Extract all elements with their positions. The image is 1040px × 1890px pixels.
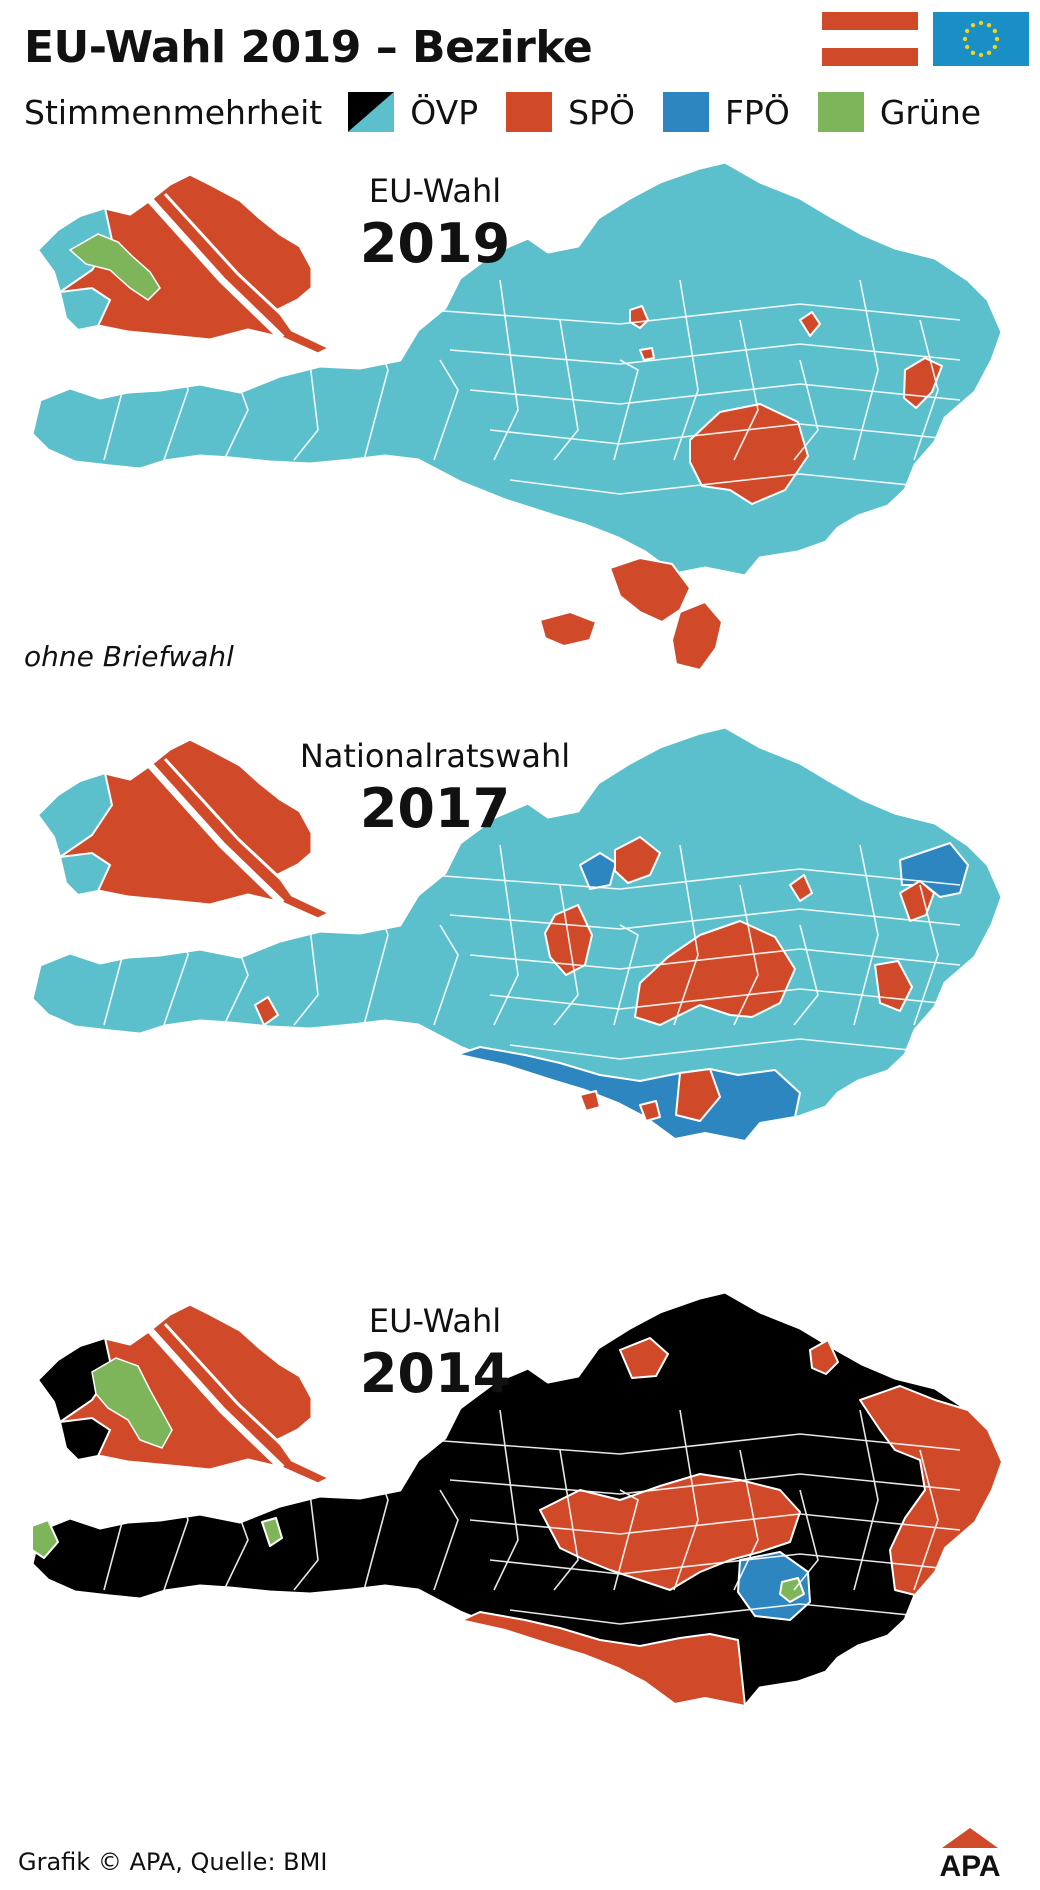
district-gruene [31, 1519, 59, 1559]
map-note: ohne Briefwahl [24, 640, 234, 673]
map-title: Nationalratswahl [299, 737, 571, 775]
district-spoe [675, 1068, 721, 1122]
map-year: 2019 [359, 212, 511, 275]
district-spoe [799, 311, 821, 337]
vienna-district-gruene [68, 233, 161, 301]
district-spoe [689, 403, 809, 505]
district-spoe [609, 557, 691, 623]
map-panel-eu-2019: EU-Wahl 2019 [0, 160, 1040, 720]
map-panel-eu-2014: EU-Wahl 2014 [0, 1290, 1040, 1850]
legend-label: Stimmenmehrheit [24, 92, 323, 132]
legend-swatch-oevp [348, 92, 395, 132]
vienna-inset-map [36, 737, 332, 921]
legend-label-oevp: ÖVP [410, 92, 479, 132]
district-spoe [899, 880, 935, 922]
district-borders [103, 1409, 961, 1625]
legend-swatch-gruene [817, 92, 864, 132]
svg-text:APA: APA [939, 1850, 1000, 1878]
district-spoe [639, 347, 655, 361]
map-title: EU-Wahl [368, 1302, 502, 1340]
legend-swatch-fpoe [662, 92, 709, 132]
district-gruene [261, 1517, 283, 1547]
district-spoe [614, 836, 661, 884]
austria-district-map [30, 160, 1004, 671]
district-spoe [619, 1337, 669, 1379]
district-spoe [634, 920, 796, 1026]
legend-label-gruene: Grüne [879, 92, 982, 132]
legend: Stimmenmehrheit ÖVP SPÖ FPÖ Grüne [24, 90, 1009, 134]
legend-swatch-spoe [506, 92, 553, 132]
page-title: EU-Wahl 2019 – Bezirke [24, 22, 593, 73]
legend-item-spoe: SPÖ [506, 92, 635, 132]
district-spoe [439, 1611, 746, 1707]
legend-label-spoe: SPÖ [568, 92, 635, 132]
map-year: 2017 [359, 777, 511, 840]
austria-flag-icon [822, 12, 918, 66]
district-spoe [539, 1473, 801, 1591]
map-year: 2014 [359, 1342, 511, 1405]
district-borders [103, 279, 961, 495]
district-spoe [789, 874, 813, 902]
district-spoe [671, 601, 723, 671]
district-spoe [539, 611, 597, 647]
legend-item-gruene: Grüne [817, 92, 982, 132]
austria-district-map [30, 1290, 1004, 1708]
austria-outline [30, 725, 1004, 1143]
austria-district-map [30, 725, 1004, 1143]
vienna-inset-map [36, 172, 332, 356]
legend-label-fpoe: FPÖ [724, 92, 790, 132]
district-fpoe [579, 852, 617, 890]
credit-text: Grafik © APA, Quelle: BMI [18, 1848, 328, 1876]
district-spoe [809, 1339, 839, 1375]
vienna-district-gruene [91, 1357, 173, 1449]
apa-logo: APA [939, 1828, 1001, 1878]
eu-flag-icon [933, 12, 1029, 66]
district-spoe [639, 1100, 661, 1122]
legend-item-fpoe: FPÖ [662, 92, 790, 132]
district-spoe [254, 996, 279, 1026]
district-spoe [579, 1090, 601, 1112]
legend-item-oevp: ÖVP [348, 92, 478, 132]
map-title: EU-Wahl [368, 172, 502, 210]
district-borders [103, 844, 961, 1060]
vienna-inset-map [36, 1302, 332, 1486]
map-panel-nr-2017: Nationalratswahl 2017 [0, 725, 1040, 1285]
